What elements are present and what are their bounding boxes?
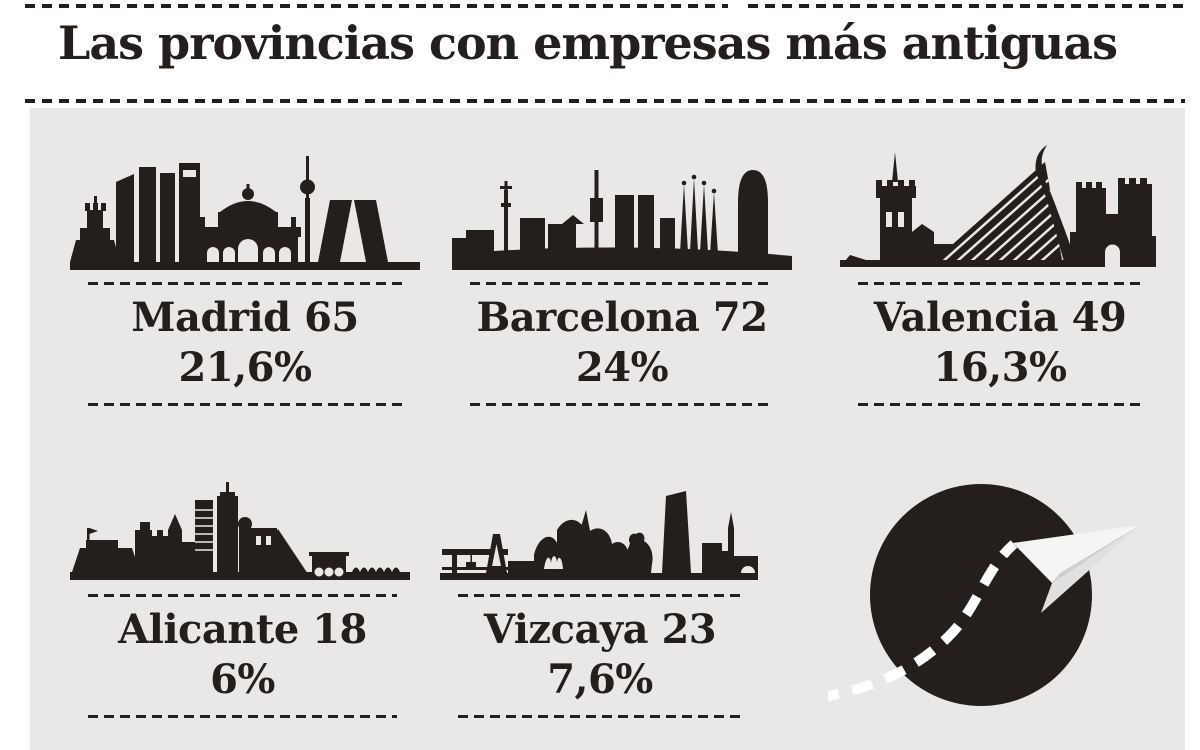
province-card-madrid: Madrid 65 21,6% [70, 140, 420, 406]
infographic-title: Las provincias con empresas más antiguas [58, 16, 1118, 70]
paper-plane-icon [817, 484, 1140, 706]
divider [858, 282, 1142, 285]
province-label: Valencia 49 [873, 294, 1127, 341]
top-dashed-rule-left [25, 4, 728, 8]
province-label: Madrid 65 [131, 294, 359, 341]
barcelona-skyline-icon [452, 140, 792, 270]
divider [88, 403, 402, 406]
valencia-skyline-icon [840, 140, 1160, 270]
divider [470, 282, 774, 285]
divider [88, 715, 397, 718]
province-card-barcelona: Barcelona 72 24% [452, 140, 792, 406]
top-dashed-rule-right [748, 4, 1185, 8]
alicante-skyline-icon [70, 452, 415, 582]
province-percentage: 24% [575, 344, 669, 391]
province-percentage: 16,3% [933, 344, 1067, 391]
divider [88, 594, 397, 597]
province-percentage: 21,6% [178, 344, 312, 391]
province-label: Alicante 18 [118, 606, 367, 653]
province-percentage: 6% [210, 656, 275, 703]
madrid-skyline-icon [70, 140, 420, 270]
divider [458, 594, 742, 597]
divider [458, 715, 742, 718]
content-panel: Madrid 65 21,6% [30, 108, 1185, 750]
brand-logo [817, 446, 1152, 746]
province-card-vizcaya: Vizcaya 23 7,6% [440, 452, 760, 718]
divider [858, 403, 1142, 406]
province-card-alicante: Alicante 18 6% [70, 452, 415, 718]
province-percentage: 7,6% [547, 656, 653, 703]
vizcaya-skyline-icon [440, 452, 760, 582]
province-label: Barcelona 72 [476, 294, 768, 341]
divider [88, 282, 402, 285]
province-card-valencia: Valencia 49 16,3% [840, 140, 1160, 406]
title-bottom-dashed-rule [25, 99, 1185, 103]
divider [470, 403, 774, 406]
province-label: Vizcaya 23 [483, 606, 717, 653]
